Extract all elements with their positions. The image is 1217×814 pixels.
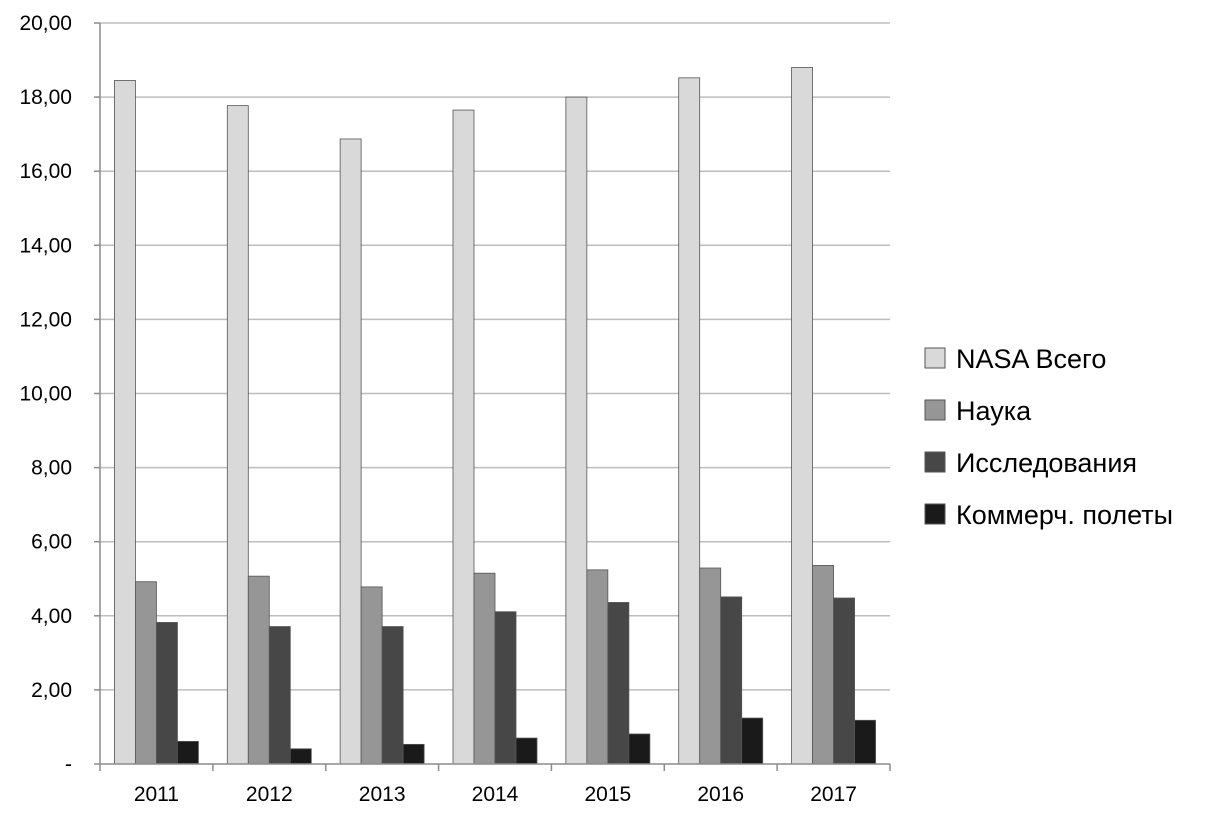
bar-2014-series-1: [473, 572, 496, 765]
legend-swatch: [924, 503, 946, 525]
legend-swatch: [924, 347, 946, 369]
bar-2016-series-0: [678, 77, 701, 765]
y-tick-label: 16,00: [19, 160, 72, 183]
y-tick-label: 18,00: [19, 86, 72, 109]
legend-label: NASA Всего: [956, 344, 1106, 374]
bar-2015-series-0: [565, 96, 588, 765]
x-tick-label: 2016: [697, 783, 744, 806]
x-tick-label: 2012: [246, 783, 293, 806]
x-tick-label: 2015: [584, 783, 631, 806]
bar-2014-series-0: [452, 109, 475, 765]
bar-2012-series-0: [226, 105, 249, 765]
y-tick-label: 12,00: [19, 308, 72, 331]
bar-2015-series-3: [628, 733, 651, 765]
y-tick-label: 8,00: [31, 457, 72, 480]
bar-2017-series-3: [854, 719, 876, 765]
bar-2015-series-1: [586, 569, 609, 765]
x-tick-label: 2014: [472, 783, 519, 806]
bar-2012-series-1: [247, 575, 270, 765]
y-tick-label: 10,00: [19, 383, 72, 406]
y-tick-label: 6,00: [31, 531, 72, 554]
x-tick-label: 2013: [359, 783, 406, 806]
axes: - 2,00 4,00 6,00 8,00 10,00 12,00 14,00 16,00 18,…: [19, 12, 891, 806]
y-tick-label: 20,00: [19, 12, 72, 35]
bar-2011-series-2: [156, 622, 178, 765]
bar-2013-series-0: [339, 138, 362, 765]
bar-2011-series-0: [114, 80, 136, 765]
bar-2011-series-1: [135, 581, 157, 765]
y-tick-label: 14,00: [19, 234, 72, 257]
bar-2016-series-2: [720, 596, 743, 765]
legend-swatch: [924, 451, 946, 473]
legend-label: Коммерч. полеты: [956, 500, 1173, 530]
legend-label: Наука: [956, 396, 1032, 426]
bar-2014-series-3: [515, 737, 538, 765]
x-tick-label: 2017: [810, 783, 857, 806]
bar-2013-series-3: [402, 743, 425, 765]
legend-swatch: [924, 399, 946, 421]
bar-2011-series-3: [177, 740, 199, 765]
y-tick-label: 2,00: [31, 679, 72, 702]
legend: NASA Всего Наука Исследования Коммерч. поле…: [924, 344, 1173, 530]
bars: [114, 67, 876, 765]
bar-2012-series-3: [289, 748, 312, 765]
y-tick-label: 4,00: [31, 605, 72, 628]
legend-label: Исследования: [956, 448, 1137, 478]
bar-2016-series-3: [741, 717, 764, 765]
bar-2017-series-2: [833, 597, 855, 765]
y-tick-label: -: [65, 753, 72, 776]
bar-2015-series-2: [607, 602, 630, 765]
bar-2016-series-1: [699, 567, 722, 765]
bar-2014-series-2: [494, 611, 517, 765]
bar-2012-series-2: [268, 626, 291, 765]
bar-2017-series-0: [791, 67, 813, 765]
bar-2013-series-1: [360, 586, 383, 765]
x-tick-label: 2011: [134, 783, 179, 806]
bar-2013-series-2: [381, 626, 404, 765]
bar-2017-series-1: [812, 565, 834, 765]
